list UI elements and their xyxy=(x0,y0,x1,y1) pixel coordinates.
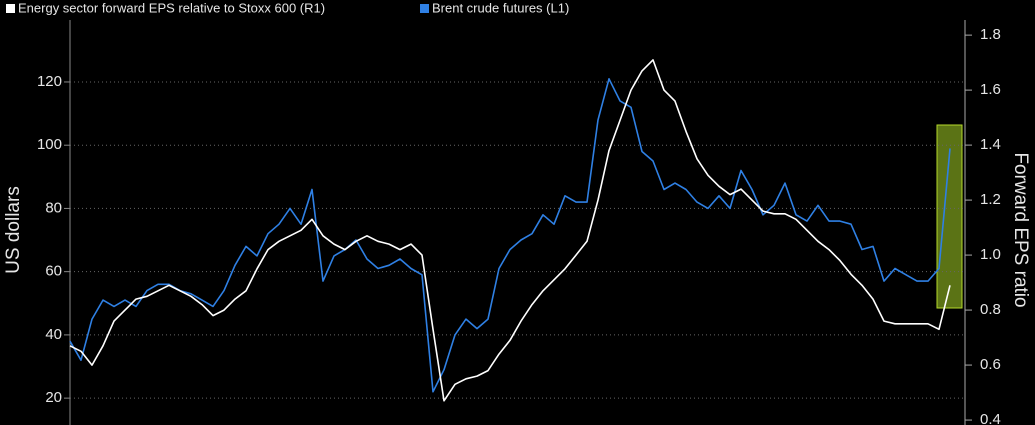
series-line xyxy=(69,59,951,402)
series-line xyxy=(69,78,951,393)
y-tick-label: 40 xyxy=(45,326,62,343)
y2-tick-label: 1.8 xyxy=(980,26,1001,43)
y2-tick-label: 0.8 xyxy=(980,301,1001,318)
y2-tick-label: 1.4 xyxy=(980,136,1001,153)
legend-swatch xyxy=(6,4,15,13)
y2-tick-label: 1.6 xyxy=(980,81,1001,98)
y2-axis-title: Forward EPS ratio xyxy=(1010,152,1031,307)
y-tick-label: 100 xyxy=(37,136,62,153)
y-tick-label: 80 xyxy=(45,199,62,216)
y-tick-label: 120 xyxy=(37,73,62,90)
legend-label: Energy sector forward EPS relative to St… xyxy=(18,0,325,15)
legend-label: Brent crude futures (L1) xyxy=(432,0,569,15)
legend-swatch xyxy=(420,4,429,13)
y2-tick-label: 1.0 xyxy=(980,246,1001,263)
y2-tick-label: 1.2 xyxy=(980,191,1001,208)
y2-tick-label: 0.6 xyxy=(980,356,1001,373)
y-tick-label: 20 xyxy=(45,389,62,406)
y-axis-title: US dollars xyxy=(3,186,24,274)
y-tick-label: 60 xyxy=(45,263,62,280)
y2-tick-label: 0.4 xyxy=(980,411,1001,425)
